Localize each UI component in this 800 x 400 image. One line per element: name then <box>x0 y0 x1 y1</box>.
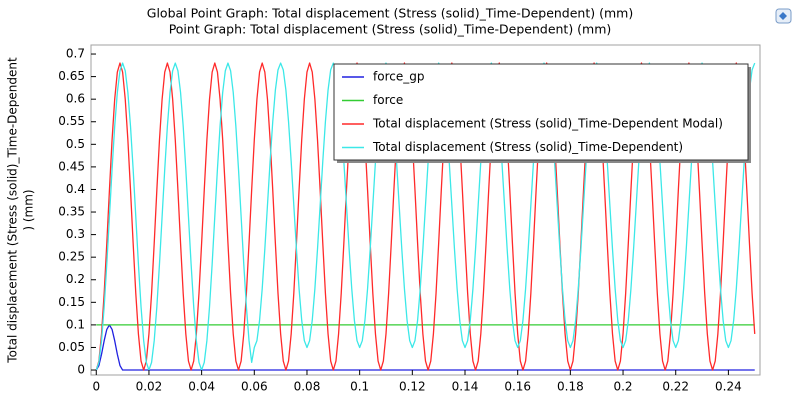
y-tick-label: 0.35 <box>58 205 85 219</box>
x-tick-label: 0.06 <box>241 380 268 394</box>
y-tick-label: 0.5 <box>66 137 85 151</box>
y-tick-label: 0.7 <box>66 47 85 61</box>
y-tick-label: 0 <box>77 363 85 377</box>
x-tick-label: 0.18 <box>557 380 584 394</box>
y-tick-label: 0.45 <box>58 159 85 173</box>
chart-title: Global Point Graph: Total displacement (… <box>147 6 633 21</box>
icon-glyph[interactable] <box>779 12 787 20</box>
y-tick-label: 0.25 <box>58 250 85 264</box>
x-tick-label: 0.08 <box>294 380 321 394</box>
y-tick-label: 0.15 <box>58 295 85 309</box>
y-tick-label: 0.05 <box>58 340 85 354</box>
x-tick-label: 0 <box>92 380 100 394</box>
x-tick-label: 0.14 <box>452 380 479 394</box>
x-tick-label: 0.04 <box>188 380 215 394</box>
toolbar-icon[interactable] <box>775 8 792 24</box>
y-axis-label: Total displacement (Stress (solid)_Time-… <box>6 57 20 364</box>
y-tick-label: 0.6 <box>66 92 85 106</box>
axis-layer: 0 0.05 0.1 0.15 0.2 0.25 0.3 0.35 0.4 0.45 0.5 0.55… <box>58 47 741 394</box>
x-tick-label: 0.16 <box>504 380 531 394</box>
legend-label: force <box>373 93 403 107</box>
y-tick-label: 0.2 <box>66 272 85 286</box>
x-tick-label: 0.22 <box>662 380 689 394</box>
y-tick-label: 0.55 <box>58 114 85 128</box>
x-tick-label: 0.2 <box>613 380 632 394</box>
legend-label: Total displacement (Stress (solid)_Time-… <box>372 117 723 131</box>
x-tick-label: 0.1 <box>350 380 369 394</box>
y-tick-label: 0.4 <box>66 182 85 196</box>
y-tick-label: 0.65 <box>58 69 85 83</box>
legend-label: force_gp <box>373 70 424 84</box>
chart-subtitle: Point Graph: Total displacement (Stress … <box>169 22 612 37</box>
x-tick-label: 0.24 <box>715 380 742 394</box>
y-tick-label: 0.1 <box>66 317 85 331</box>
y-axis-label: ) (mm) <box>22 189 36 230</box>
y-tick-label: 0.3 <box>66 227 85 241</box>
x-tick-label: 0.02 <box>136 380 163 394</box>
series-line <box>95 324 755 371</box>
plot-frame <box>90 44 761 376</box>
x-tick-label: 0.12 <box>399 380 426 394</box>
legend-box <box>333 63 749 161</box>
legend-label: Total displacement (Stress (solid)_Time-… <box>372 140 683 154</box>
